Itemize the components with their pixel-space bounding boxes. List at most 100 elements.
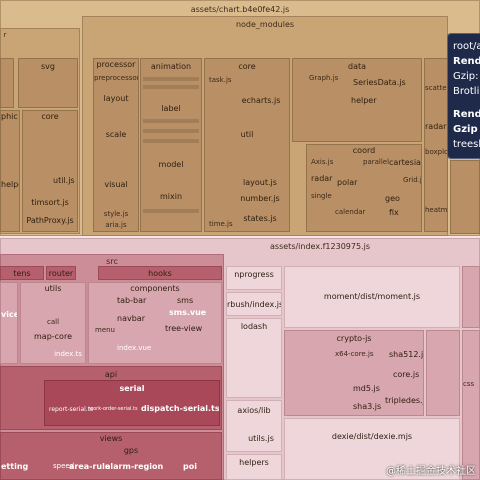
module-rbush[interactable]: rbush/index.js: [226, 292, 282, 316]
module-crypto[interactable]: crypto-js x64-core.js sha512.js core.js …: [284, 330, 424, 416]
crypto-label: crypto-js: [336, 334, 372, 343]
polar-label: polar: [337, 178, 358, 187]
gps-label: gps: [123, 446, 139, 455]
module-core-left[interactable]: core util.js timsort.js PathProxy.js: [22, 110, 78, 232]
radar-label: radar: [311, 174, 333, 183]
aria-js-label: aria.js: [105, 221, 127, 229]
task-js-label: task.js: [209, 76, 232, 84]
cartesian-label: cartesian: [389, 158, 421, 167]
module-hooks[interactable]: hooks: [98, 266, 222, 280]
visual-label: visual: [104, 180, 128, 189]
dispatch-serial-label: dispatch-serial.ts: [141, 404, 220, 413]
left-partial-label: r: [3, 31, 7, 39]
module-views[interactable]: views gps etting speed area-rule alarm-r…: [0, 432, 222, 480]
model-label: model: [158, 160, 184, 169]
module-axios[interactable]: axios/lib utils.js: [226, 400, 282, 452]
module-core[interactable]: core task.js echarts.js util layout.js n…: [204, 58, 290, 232]
tab-bar-label: tab-bar: [117, 296, 147, 305]
tooltip-line-3: Gzip:: [453, 71, 479, 82]
work-order-serial-label: work-order-serial.ts: [89, 406, 138, 412]
tooltip-line-7: treesh: [453, 139, 480, 150]
single-label: single: [311, 192, 332, 200]
module-left-sm[interactable]: vice: [0, 282, 18, 364]
fix-label: fix: [389, 208, 399, 217]
navbar-label: navbar: [117, 314, 145, 323]
module-nprogress[interactable]: nprogress: [226, 266, 282, 290]
alarm-region-label: alarm-region: [105, 462, 164, 471]
sha512-label: sha512.js: [389, 350, 424, 359]
lodash-label: lodash: [240, 322, 268, 331]
views-label: views: [99, 434, 123, 443]
module-lodash[interactable]: lodash: [226, 318, 282, 398]
module-far-right[interactable]: [450, 160, 480, 234]
poi-label: poi: [183, 462, 197, 471]
rbush-label: rbush/index.js: [227, 300, 282, 309]
calendar-label: calendar: [335, 208, 366, 216]
tooltip-line-1: root/a: [453, 41, 480, 52]
area-rule-label: area-rule: [69, 462, 111, 471]
preprocessor-label: preprocessor: [94, 74, 139, 82]
module-phic[interactable]: phic helper: [0, 110, 20, 232]
helper-label: helper: [351, 96, 377, 105]
graph-js-label: Graph.js: [309, 74, 339, 82]
dexie-label: dexie/dist/dexie.mjs: [331, 432, 413, 441]
node-modules-label: node_modules: [235, 20, 295, 29]
module-crypto-right[interactable]: [426, 330, 460, 416]
chunk-chart-title: assets/chart.b4e0fe42.js: [190, 5, 290, 14]
report-serial-label: report-serial.ts: [49, 406, 94, 413]
module-right-col[interactable]: scatte radar boxplo heatmap sunbur: [424, 58, 448, 232]
api-label: api: [104, 370, 118, 379]
module-coord[interactable]: coord Axis.js parallel cartesian radar p…: [306, 144, 422, 232]
module-utils[interactable]: utils call map-core index.ts: [20, 282, 86, 364]
index-vue-label: index.vue: [117, 344, 152, 352]
tree-view-label: tree-view: [165, 324, 203, 333]
module-processor[interactable]: processor preprocessor layout scale visu…: [93, 58, 139, 232]
module-helpers[interactable]: helpers: [226, 454, 282, 480]
parallel-label: parallel: [363, 158, 390, 166]
module-serial[interactable]: serial report-serial.ts work-order-seria…: [44, 380, 220, 426]
module-dexie[interactable]: dexie/dist/dexie.mjs: [284, 418, 460, 480]
module-css[interactable]: css: [462, 330, 480, 480]
util-label: util: [240, 130, 254, 139]
scale-label: scale: [105, 130, 127, 139]
nprogress-label: nprogress: [234, 270, 274, 279]
module-tens[interactable]: tens: [0, 266, 44, 280]
tooltip-line-2: Rende: [453, 56, 480, 67]
pathproxy-js-label: PathProxy.js: [26, 216, 74, 225]
module-right-edge[interactable]: [462, 266, 480, 328]
module-svg[interactable]: svg: [18, 58, 78, 108]
sms-label: sms: [177, 296, 194, 305]
module-router[interactable]: router: [46, 266, 76, 280]
module-data[interactable]: data Graph.js SeriesData.js helper: [292, 58, 422, 142]
x64-core-label: x64-core.js: [335, 350, 374, 358]
states-js-label: states.js: [243, 214, 277, 223]
time-js-label: time.js: [209, 220, 233, 228]
axios-label: axios/lib: [237, 406, 271, 415]
svg-label: svg: [41, 62, 55, 71]
animation-label: animation: [150, 62, 192, 71]
helper2-label: helper: [1, 180, 19, 189]
css-label: css: [463, 380, 475, 388]
module-left-a[interactable]: [0, 58, 14, 108]
grid-js-label: Grid.js: [403, 176, 422, 184]
module-components[interactable]: components tab-bar sms sms.vue navbar me…: [88, 282, 222, 364]
style-js-label: style.js: [103, 210, 129, 218]
tooltip-line-4: Brotli:: [453, 86, 480, 97]
util-js-label: util.js: [53, 176, 75, 185]
processor-label: processor: [96, 60, 136, 69]
module-moment[interactable]: moment/dist/moment.js: [284, 266, 460, 328]
helpers-label: helpers: [239, 458, 269, 467]
utils-js-label: utils.js: [248, 434, 274, 443]
sms-vue-label: sms.vue: [169, 308, 207, 317]
utils-label: utils: [44, 284, 62, 293]
layout-label: layout: [103, 94, 129, 103]
sha3-label: sha3.js: [353, 402, 382, 411]
router-label: router: [48, 269, 74, 278]
watermark: @稀土掘金技术社区: [386, 466, 476, 477]
module-animation[interactable]: animation label model mixin: [140, 58, 202, 232]
core-js-label: core.js: [393, 370, 420, 379]
right-boxplot-label: boxplo: [425, 148, 448, 156]
tripledes-label: tripledes.js: [385, 396, 423, 405]
mixin-label: mixin: [159, 192, 183, 201]
chunk-index-title: assets/index.f1230975.js: [270, 242, 370, 251]
